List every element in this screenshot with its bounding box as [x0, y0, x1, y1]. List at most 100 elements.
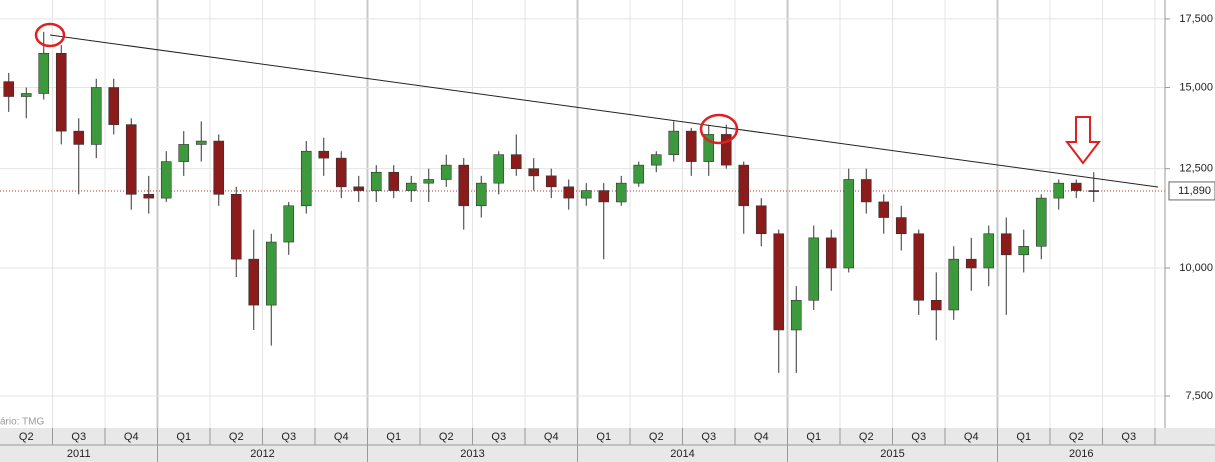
candle-body — [703, 134, 715, 162]
candle-body — [913, 233, 925, 301]
candle-body — [55, 52, 67, 132]
x-tick-label: Q3 — [701, 431, 716, 443]
candle-body — [1000, 233, 1012, 256]
candle-body — [598, 190, 610, 203]
candle-body — [160, 161, 172, 199]
x-tick-label: Q3 — [1121, 431, 1136, 443]
x-tick-label: Q3 — [71, 431, 86, 443]
highlight-circle — [699, 113, 739, 145]
x-tick-label: Q1 — [596, 431, 611, 443]
x-tick-label: Q4 — [754, 431, 769, 443]
candle-body — [38, 52, 50, 94]
candle-body — [195, 140, 207, 145]
candle-body — [633, 164, 645, 184]
x-tick-label: Q1 — [806, 431, 821, 443]
x-tick-label: Q3 — [491, 431, 506, 443]
last-price-box — [1168, 181, 1215, 201]
last-price-label: 11,890 — [1178, 185, 1211, 197]
y-tick-label: 12,500 — [1179, 163, 1213, 175]
x-tick-label: Q2 — [229, 431, 244, 443]
candle-body — [615, 182, 627, 203]
candle-body — [493, 154, 505, 184]
candle-body — [440, 164, 452, 180]
candle-body — [230, 194, 242, 260]
candle-body — [930, 299, 942, 311]
candle-body — [300, 150, 312, 207]
candle-body — [825, 237, 837, 269]
y-tick-label: 17,500 — [1179, 13, 1213, 25]
candle-body — [773, 233, 785, 331]
candle-body — [335, 157, 347, 188]
candle-body — [423, 179, 435, 184]
axes: Q2 Q3 Q4 Q1 Q2 Q3 Q4 Q1 Q2 Q3 Q4 Q1 Q2 Q3 Q4 Q1 Q2 Q3 Q4 Q1… — [19, 13, 1215, 462]
highlight-circle — [34, 22, 66, 48]
candle-body — [108, 87, 120, 125]
candle-body — [983, 233, 995, 269]
candle-body — [20, 93, 32, 97]
candle-body — [370, 171, 382, 191]
candles — [3, 31, 1100, 373]
candle-body — [353, 186, 365, 191]
candle-body — [178, 144, 190, 162]
x-tick-label: Q4 — [544, 431, 559, 443]
candle-body — [3, 81, 15, 97]
x-tick-label: Q3 — [281, 431, 296, 443]
candle-body — [755, 205, 767, 235]
candle-body — [388, 171, 400, 191]
plot-area — [0, 0, 1165, 428]
candle-body — [720, 134, 732, 166]
candle-body — [405, 182, 417, 191]
candle-body — [248, 258, 260, 306]
y-tick-label: 7,500 — [1185, 390, 1213, 402]
candle-body — [948, 258, 960, 311]
x-tick-label: Q3 — [911, 431, 926, 443]
y-tick-label: 15,000 — [1179, 81, 1213, 93]
candle-body — [1053, 182, 1065, 199]
x-tick-label: Q4 — [964, 431, 979, 443]
x-tick-label: Q2 — [649, 431, 664, 443]
x-tick-label: Q1 — [1016, 431, 1031, 443]
candle-body — [563, 186, 575, 199]
year-label: 2011 — [67, 448, 91, 460]
candle-body — [510, 154, 522, 169]
candle-body — [965, 258, 977, 269]
candle-body — [1070, 182, 1082, 191]
y-tick-label: 10,000 — [1179, 262, 1213, 274]
candle-body — [283, 205, 295, 243]
year-label: 2015 — [880, 448, 904, 460]
candle-body — [143, 194, 155, 199]
candle-body — [668, 130, 680, 155]
candle-body — [860, 179, 872, 203]
x-tick-label: Q2 — [1069, 431, 1084, 443]
year-label: 2014 — [670, 448, 694, 460]
candle-body — [90, 87, 102, 145]
candle-body — [545, 175, 557, 188]
trend-line — [49, 34, 1159, 188]
year-label: 2012 — [250, 448, 274, 460]
candle-body — [265, 241, 277, 306]
watermark: ário: TMG — [0, 417, 44, 428]
candle-body — [475, 182, 487, 207]
candle-body — [458, 164, 470, 207]
candle-body — [895, 217, 907, 235]
candle-body — [1088, 190, 1100, 192]
x-tick-label: Q4 — [334, 431, 349, 443]
candle-body — [685, 130, 697, 162]
x-tick-label: Q2 — [859, 431, 874, 443]
x-tick-label: Q1 — [386, 431, 401, 443]
candle-body — [1018, 245, 1030, 256]
candle-body — [808, 237, 820, 301]
candle-body — [843, 179, 855, 269]
x-tick-label: Q2 — [439, 431, 454, 443]
candle-body — [1035, 197, 1047, 247]
candle-body — [650, 154, 662, 166]
candle-body — [528, 168, 540, 177]
candle-body — [318, 150, 330, 159]
year-label: 2013 — [460, 448, 484, 460]
arrow — [1064, 116, 1102, 165]
candle-body — [738, 164, 750, 207]
year-label: 2016 — [1069, 448, 1093, 460]
candle-body — [790, 299, 802, 331]
candle-body — [125, 124, 137, 195]
